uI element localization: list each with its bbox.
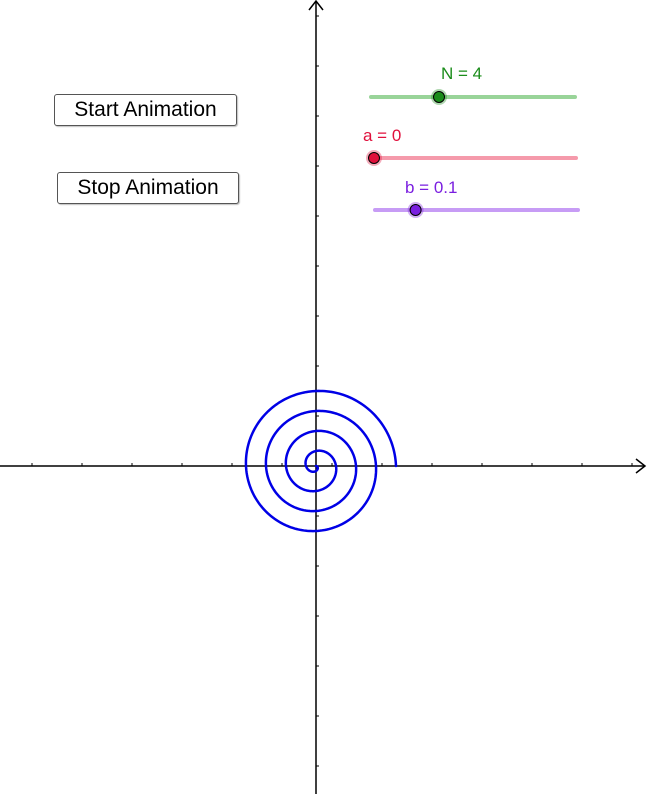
slider-b-knob[interactable] [409, 204, 422, 216]
stop-animation-button[interactable]: Stop Animation [57, 172, 239, 204]
start-animation-button[interactable]: Start Animation [54, 94, 237, 126]
slider-a-knob[interactable] [368, 152, 380, 164]
y-axis-ticks [316, 15, 319, 767]
y-axis-arrow-icon [308, 0, 324, 11]
slider-n-knob[interactable] [433, 91, 445, 103]
slider-a-label: a = 0 [363, 126, 402, 145]
x-axis-ticks [31, 463, 633, 466]
slider-b[interactable] [373, 202, 580, 218]
slider-n[interactable] [369, 89, 577, 105]
slider-n-label: N = 4 [441, 64, 483, 83]
spiral-curve[interactable] [244, 389, 398, 533]
slider-a[interactable] [366, 150, 578, 166]
x-axis-arrow-icon [635, 458, 647, 474]
slider-b-label: b = 0.1 [405, 178, 458, 197]
